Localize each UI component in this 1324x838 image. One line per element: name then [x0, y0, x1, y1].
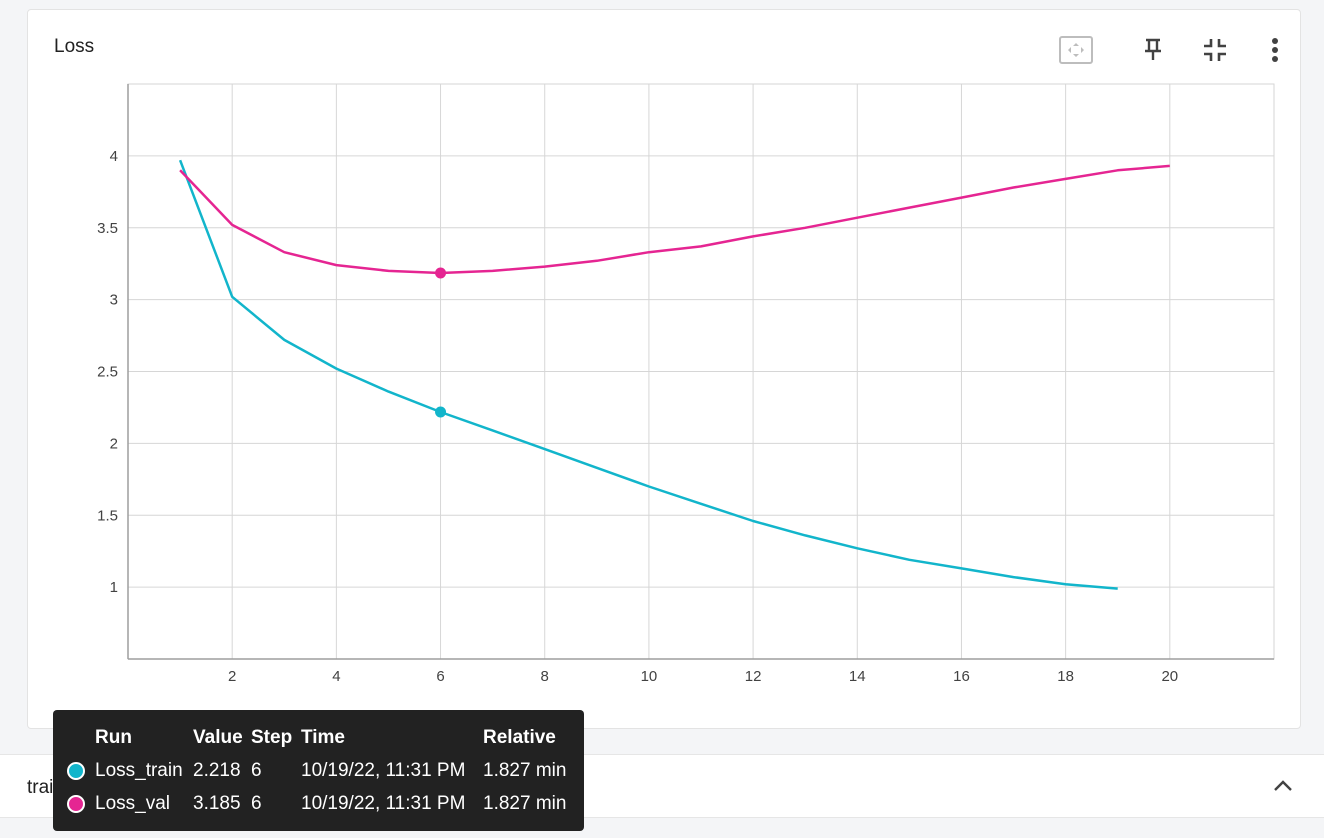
x-tick-label: 18	[1057, 668, 1074, 685]
y-tick-label: 4	[110, 148, 118, 165]
pin-button[interactable]	[1135, 32, 1171, 68]
hover-point-loss-val	[435, 267, 447, 279]
expand-collapse-button[interactable]	[1268, 771, 1298, 801]
y-tick-label: 1	[110, 579, 118, 596]
y-tick-label: 3.5	[97, 220, 118, 237]
series-line-loss-train	[178, 159, 1118, 590]
x-tick-label: 6	[436, 668, 444, 685]
tooltip-relative: 1.827 min	[483, 793, 567, 814]
y-tick-label: 2	[110, 435, 118, 452]
x-tick-label: 4	[332, 668, 340, 685]
tooltip-run-name: Loss_train	[95, 760, 183, 781]
x-tick-label: 20	[1161, 668, 1178, 685]
x-tick-label: 10	[641, 668, 658, 685]
tooltip-time: 10/19/22, 11:31 PM	[301, 760, 466, 781]
tooltip-step: 6	[251, 793, 262, 814]
y-tick-label: 1.5	[97, 507, 118, 524]
chevron-up-icon	[1274, 780, 1292, 791]
tooltip-relative: 1.827 min	[483, 760, 567, 781]
tooltip-header-run: Run	[95, 727, 132, 748]
fit-domain-icon	[1059, 36, 1093, 64]
tooltip-value: 3.185	[193, 793, 241, 814]
y-tick-label: 2.5	[97, 364, 118, 381]
tooltip-time: 10/19/22, 11:31 PM	[301, 793, 466, 814]
tooltip-header-step: Step	[251, 727, 293, 748]
fit-domain-button[interactable]	[1058, 32, 1094, 68]
tooltip-value: 2.218	[193, 760, 241, 781]
scalar-card: Loss	[27, 9, 1301, 729]
tooltip-run-color-swatch	[67, 762, 85, 780]
tooltip-header-relative: Relative	[483, 727, 556, 748]
x-tick-label: 16	[953, 668, 970, 685]
series-line-loss-val	[179, 164, 1170, 275]
collapse-card-icon	[1204, 39, 1226, 61]
chart-tooltip: Run Value Step Time Relative Loss_train …	[53, 710, 584, 831]
x-tick-label: 14	[849, 668, 866, 685]
pin-icon	[1145, 38, 1161, 60]
tooltip-step: 6	[251, 760, 262, 781]
tooltip-run-color-swatch	[67, 795, 85, 813]
y-tick-label: 3	[110, 292, 118, 309]
tooltip-header-time: Time	[301, 727, 346, 748]
more-options-button[interactable]	[1257, 32, 1293, 68]
collapse-card-button[interactable]	[1197, 32, 1233, 68]
hover-point-loss-train	[435, 406, 447, 418]
tooltip-header-value: Value	[193, 727, 243, 748]
tooltip-run-name: Loss_val	[95, 793, 170, 814]
x-tick-label: 12	[745, 668, 762, 685]
card-toolbar	[1040, 32, 1300, 68]
x-tick-label: 8	[541, 668, 549, 685]
x-tick-label: 2	[228, 668, 236, 685]
more-vert-icon	[1272, 38, 1278, 62]
card-title: Loss	[54, 36, 95, 57]
